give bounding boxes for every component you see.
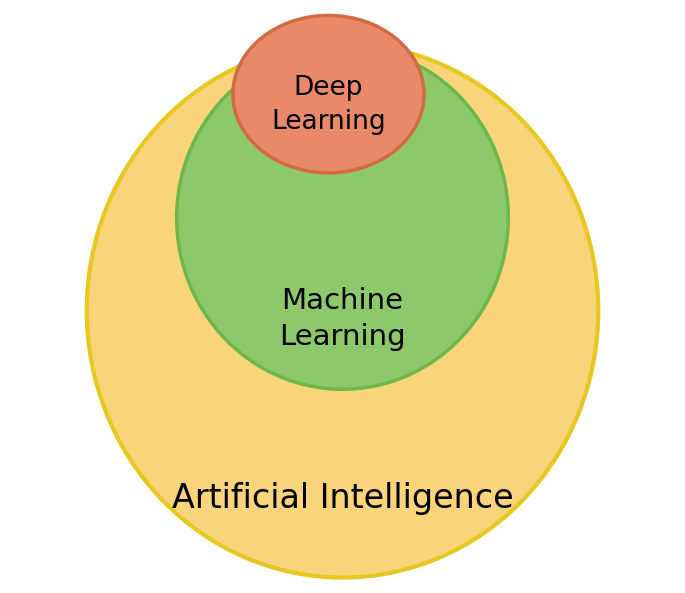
Ellipse shape: [87, 43, 598, 578]
Text: Artificial Intelligence: Artificial Intelligence: [172, 482, 513, 515]
Ellipse shape: [177, 46, 508, 389]
Ellipse shape: [233, 15, 424, 173]
Text: Machine
Learning: Machine Learning: [279, 286, 406, 352]
Text: Deep
Learning: Deep Learning: [271, 75, 386, 135]
